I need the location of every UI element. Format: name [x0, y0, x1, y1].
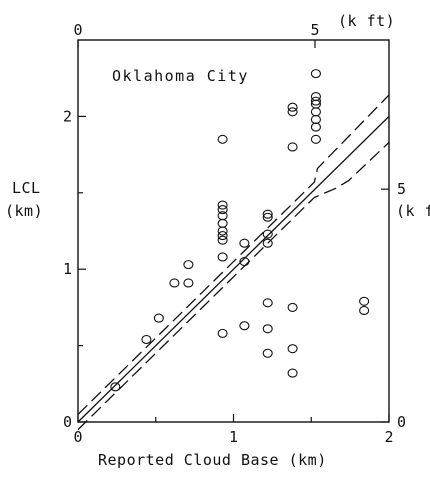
data-point	[262, 348, 273, 358]
x-axis-label: Reported Cloud Base (km)	[98, 451, 327, 469]
top-tick-label: 5	[310, 21, 319, 39]
x-tick-label: 0	[73, 428, 82, 446]
data-point	[262, 324, 273, 334]
data-point	[217, 218, 228, 228]
y-axis-label-line2: (km)	[5, 202, 43, 220]
data-point	[287, 302, 298, 312]
data-point	[239, 257, 250, 267]
data-point	[262, 212, 273, 222]
data-point	[239, 238, 250, 248]
y-tick-label: 1	[63, 260, 72, 278]
right-tick-label: 5	[397, 180, 406, 198]
data-point	[310, 107, 321, 117]
data-point	[217, 226, 228, 236]
data-point	[262, 298, 273, 308]
dashed-reference-line	[77, 94, 390, 415]
x-tick-label: 2	[384, 428, 393, 446]
data-point	[183, 260, 194, 270]
data-point	[287, 102, 298, 112]
data-point	[141, 334, 152, 345]
data-point	[310, 91, 321, 102]
top-axis-unit-label: (k ft)	[338, 12, 395, 30]
data-point	[287, 368, 298, 378]
data-point	[239, 321, 250, 331]
data-point	[217, 328, 228, 338]
y-tick-label: 0	[63, 413, 72, 431]
data-point	[217, 211, 228, 221]
data-point	[359, 305, 370, 316]
data-point	[153, 313, 164, 323]
data-point	[217, 252, 228, 262]
data-point	[310, 69, 321, 79]
reference-lines	[77, 94, 390, 431]
data-point	[217, 235, 228, 245]
data-point	[262, 238, 273, 248]
data-point	[287, 344, 298, 354]
y-tick-label: 2	[63, 107, 72, 125]
data-point	[287, 142, 298, 152]
data-point	[310, 96, 321, 106]
axis-labels: Oklahoma City LCL (km) Reported Cloud Ba…	[5, 12, 430, 469]
dashed-reference-line	[77, 141, 390, 431]
data-points	[110, 69, 370, 392]
data-point	[262, 209, 273, 219]
top-tick-label: 0	[73, 21, 82, 39]
y-axis-label-line1: LCL	[12, 179, 41, 197]
solid-reference-line	[77, 115, 390, 423]
right-tick-label: 0	[397, 413, 406, 431]
data-point	[287, 107, 298, 117]
data-point	[217, 205, 228, 215]
data-point	[183, 278, 194, 288]
right-axis-unit-label: (k ft)	[396, 202, 430, 220]
data-point	[310, 134, 321, 144]
data-point	[310, 122, 321, 132]
data-point	[262, 229, 273, 239]
data-point	[110, 382, 121, 392]
data-point	[359, 296, 370, 306]
chart-title: Oklahoma City	[112, 67, 249, 85]
data-point	[310, 114, 321, 125]
data-point	[217, 200, 228, 210]
data-point	[169, 278, 180, 288]
data-point	[217, 134, 228, 144]
data-point	[217, 231, 228, 241]
x-tick-label: 1	[229, 428, 238, 446]
plot-frame	[77, 39, 390, 423]
